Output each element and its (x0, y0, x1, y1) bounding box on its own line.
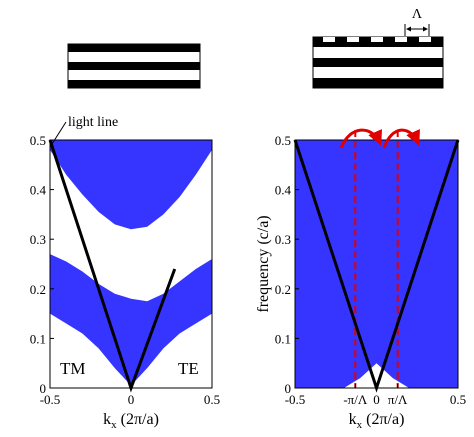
x-tick-label: -0.5 (40, 392, 61, 407)
x-tick-label: 0.5 (204, 392, 220, 407)
x-tick-label: 0 (373, 392, 380, 407)
te-label: TE (178, 359, 199, 378)
y-tick-label: 0.5 (30, 133, 46, 148)
x-tick-label: -π/Λ (343, 392, 368, 407)
y-tick-label: 0.2 (30, 282, 46, 297)
band-area (50, 254, 212, 386)
y-axis-label: frequency (c/a) (255, 215, 272, 312)
light-line-label: light line (68, 115, 118, 130)
y-tick-label: 0.4 (275, 183, 292, 198)
x-axis-label-part: (2π/a) (117, 411, 159, 428)
grating-stack (312, 24, 444, 89)
y-tick-label: 0.3 (30, 232, 46, 247)
x-tick-label: -0.5 (285, 392, 306, 407)
x-axis-label: kx (2π/a) (103, 411, 159, 431)
tm-label: TM (60, 359, 86, 378)
x-tick-label: 0 (128, 392, 135, 407)
coupling-arrows (339, 128, 420, 149)
y-tick-label: 0 (285, 381, 292, 396)
period-label: Λ (412, 7, 423, 22)
band-area (295, 140, 458, 388)
x-axis-label-part: k (349, 411, 357, 428)
y-tick-label: 0 (40, 381, 47, 396)
uniform-stack (67, 43, 201, 89)
x-axis-label-part: x (111, 419, 117, 431)
y-tick-label: 0.3 (275, 232, 291, 247)
x-axis-label: kx (2π/a) (349, 411, 405, 431)
y-tick-label: 0.2 (275, 282, 291, 297)
y-tick-label: 0.1 (30, 331, 46, 346)
y-tick-label: 0.5 (275, 133, 291, 148)
x-axis-label-part: (2π/a) (362, 411, 404, 428)
y-tick-label: 0.4 (30, 183, 47, 198)
x-axis-label-part: x (357, 419, 363, 431)
band-area (50, 140, 212, 230)
x-tick-label: π/Λ (388, 392, 408, 407)
x-tick-label: 0.5 (450, 392, 466, 407)
x-axis-label-part: k (103, 411, 111, 428)
y-tick-label: 0.1 (275, 331, 291, 346)
light-line-pointer (51, 121, 67, 145)
